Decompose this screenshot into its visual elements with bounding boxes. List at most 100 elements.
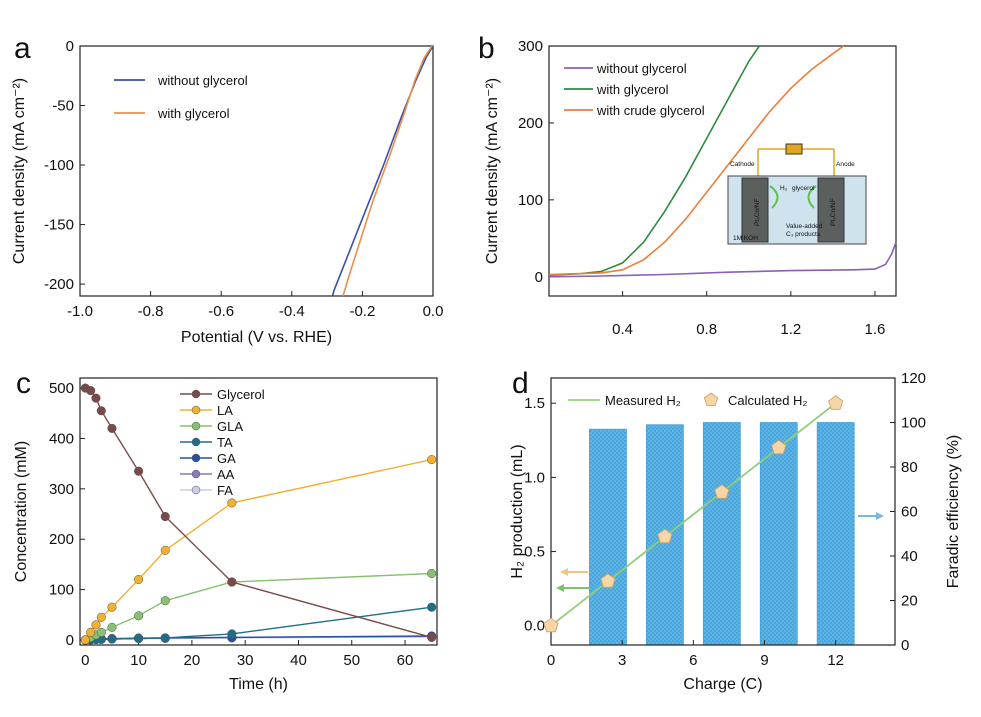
x-tick-label: 20 bbox=[184, 652, 201, 669]
series-line-without-glycerol bbox=[548, 241, 897, 278]
legend-marker bbox=[191, 389, 201, 399]
measured-h2-line bbox=[550, 402, 837, 627]
panel-b: 0.4 0.8 1.2 1.6 0 100 200 300 Current density (m… bbox=[484, 38, 897, 338]
plot-a-frame bbox=[79, 45, 434, 297]
y-tick-label: 200 bbox=[518, 115, 543, 132]
legend-label: FA bbox=[217, 483, 233, 498]
y-axis-label: Concentration (mM) bbox=[13, 441, 30, 582]
x-tick-label: 0 bbox=[547, 652, 555, 669]
legend-label: without glycerol bbox=[157, 73, 248, 88]
x-tick-label: 30 bbox=[237, 652, 254, 669]
legend-label: without glycerol bbox=[596, 61, 687, 76]
x-tick-label: 0.0 bbox=[423, 303, 444, 320]
x-tick-label: -0.4 bbox=[279, 303, 305, 320]
y-tick-label: -200 bbox=[44, 276, 74, 293]
y-tick-label: 100 bbox=[49, 582, 74, 599]
legend-label: with crude glycerol bbox=[596, 103, 705, 118]
calculated-h2-point bbox=[828, 395, 844, 410]
panel-a: -1.0 -0.8 -0.6 -0.4 -0.2 0.0 0 -50 -100 -150 -200 P… bbox=[11, 38, 443, 346]
data-point-Glycerol bbox=[227, 577, 237, 587]
panel-letter-a: a bbox=[14, 32, 31, 65]
data-point-LA bbox=[107, 602, 117, 612]
data-point-LA bbox=[134, 574, 144, 585]
calculated-h2-point bbox=[714, 484, 730, 499]
y2-tick-label: 60 bbox=[901, 504, 918, 521]
y-tick-label: 500 bbox=[49, 380, 74, 397]
inset-arrow bbox=[769, 185, 779, 209]
panel-letter-c: c bbox=[16, 367, 31, 400]
y-tick-label: -100 bbox=[44, 157, 74, 174]
x-tick-label: 3 bbox=[618, 652, 626, 669]
series-line-with-glycerol bbox=[342, 45, 433, 297]
y-tick-label: 0 bbox=[535, 269, 543, 286]
x-tick-label: 0.8 bbox=[696, 321, 717, 338]
x-tick-label: -1.0 bbox=[67, 303, 93, 320]
data-point-LA bbox=[86, 627, 96, 637]
inset-resistor bbox=[785, 143, 803, 155]
series-line-Glycerol bbox=[85, 387, 432, 639]
calculated-h2-point bbox=[657, 528, 673, 544]
inset-label: Pt₃Co/NF bbox=[830, 198, 837, 226]
legend-marker bbox=[191, 405, 201, 415]
plot-b-frame bbox=[548, 45, 897, 297]
y2-tick-label: 0 bbox=[901, 637, 909, 654]
y2-tick-label: 80 bbox=[901, 459, 918, 476]
x-axis-label: Charge (C) bbox=[683, 676, 762, 693]
y-tick-label: 400 bbox=[49, 430, 74, 447]
panel-c: 0 10 20 30 40 50 60 0 100 200 300 400 500 Time (h) Con… bbox=[13, 377, 438, 693]
legend-marker bbox=[191, 453, 201, 463]
plot-c-frame bbox=[79, 377, 438, 646]
legend-label: AA bbox=[217, 467, 235, 482]
x-tick-label: 6 bbox=[689, 652, 697, 669]
inset-schematic: Cathode Anode H₂ glycerol Pt₃Co/NF Pt₃Co/NF Va… bbox=[727, 143, 867, 245]
data-point-TA bbox=[427, 602, 437, 612]
data-point-Glycerol bbox=[91, 393, 101, 403]
legend-marker bbox=[191, 421, 201, 431]
data-point-LA bbox=[160, 545, 170, 555]
x-tick-label: -0.8 bbox=[138, 303, 164, 320]
left-axis-arrowhead bbox=[560, 568, 568, 576]
data-point-Glycerol bbox=[134, 466, 144, 476]
y-tick-label: 300 bbox=[49, 481, 74, 498]
legend-marker bbox=[703, 392, 719, 407]
y2-axis-label: Faradic efficiency (%) bbox=[945, 435, 962, 589]
legend-marker bbox=[191, 437, 201, 447]
x-tick-label: -0.6 bbox=[208, 303, 234, 320]
left-axis-arrowhead bbox=[556, 584, 564, 592]
data-point-TA bbox=[160, 633, 170, 643]
data-point-TA bbox=[134, 633, 144, 644]
inset-label: 1M KOH bbox=[733, 235, 758, 242]
series-line-with-crude-glycerol bbox=[548, 45, 844, 276]
fe-bar bbox=[816, 422, 855, 646]
fe-bar bbox=[702, 422, 741, 646]
x-tick-label: 0.4 bbox=[612, 321, 633, 338]
y-axis-label: H₂ production (mL) bbox=[509, 444, 526, 578]
data-point-LA bbox=[227, 498, 237, 508]
x-tick-label: 10 bbox=[130, 652, 147, 669]
legend-label: TA bbox=[217, 435, 233, 450]
y-tick-label: -150 bbox=[44, 217, 74, 234]
y-tick-label: 0 bbox=[66, 38, 74, 55]
panel-d: 0 3 6 9 12 0.0 0.5 1.0 1.5 0 20 40 60 80 100 120 Charge … bbox=[509, 370, 962, 693]
series-line-without-glycerol bbox=[331, 45, 434, 297]
inset-anode-electrode bbox=[817, 177, 845, 243]
x-tick-label: 9 bbox=[760, 652, 768, 669]
x-tick-label: 60 bbox=[397, 652, 414, 669]
x-tick-label: 12 bbox=[827, 652, 844, 669]
y2-tick-label: 20 bbox=[901, 593, 918, 610]
y-tick-label: -50 bbox=[52, 98, 74, 115]
legend-label: Calculated H₂ bbox=[728, 393, 807, 408]
data-point-LA bbox=[91, 620, 101, 630]
x-tick-label: 1.6 bbox=[865, 321, 886, 338]
inset-label: C₃ products bbox=[786, 231, 821, 238]
inset-label: Value-added bbox=[786, 223, 823, 230]
inset-arrow bbox=[807, 185, 817, 209]
data-point-Glycerol bbox=[160, 511, 170, 522]
x-tick-label: 1.2 bbox=[780, 321, 801, 338]
data-point-LA bbox=[96, 612, 106, 622]
legend-label: with glycerol bbox=[157, 106, 230, 121]
data-point-LA bbox=[80, 635, 90, 645]
y-tick-label: 0.5 bbox=[524, 544, 545, 561]
inset-cathode-electrode bbox=[741, 177, 769, 243]
